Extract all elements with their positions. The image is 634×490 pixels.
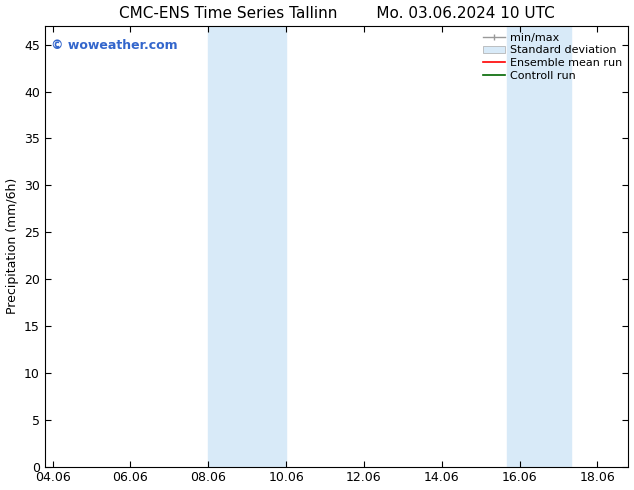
Legend: min/max, Standard deviation, Ensemble mean run, Controll run: min/max, Standard deviation, Ensemble me… bbox=[479, 28, 626, 85]
Text: © woweather.com: © woweather.com bbox=[51, 39, 178, 52]
Title: CMC-ENS Time Series Tallinn        Mo. 03.06.2024 10 UTC: CMC-ENS Time Series Tallinn Mo. 03.06.20… bbox=[119, 5, 555, 21]
Y-axis label: Precipitation (mm/6h): Precipitation (mm/6h) bbox=[6, 178, 18, 315]
Bar bbox=[208, 26, 286, 466]
Bar bbox=[507, 26, 571, 466]
